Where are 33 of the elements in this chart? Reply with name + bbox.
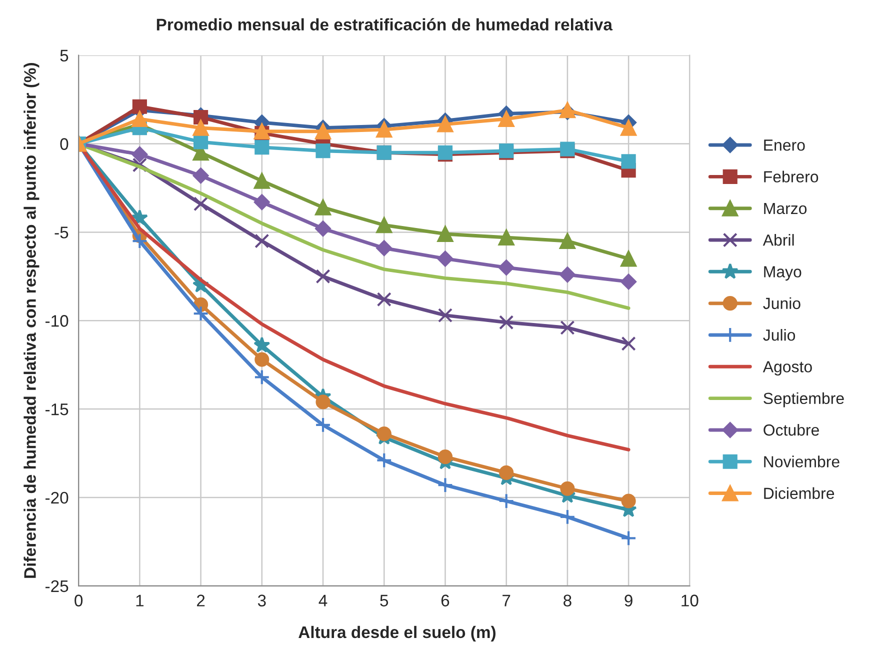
- legend-label: Abril: [762, 234, 794, 246]
- x-tick-label: 8: [564, 594, 572, 606]
- legend-label: Octubre: [764, 424, 819, 436]
- legend-label: Diciembre: [764, 487, 834, 500]
- x-tick-label: 3: [258, 594, 266, 606]
- y-tick-label: -15: [46, 404, 68, 416]
- y-tick-label: 0: [60, 138, 68, 150]
- legend-label: Agosto: [762, 361, 812, 376]
- y-axis-title: Diferencia de humedad relativa con respecto al punto inferior (%): [24, 63, 40, 578]
- legend-label: Septiembre: [764, 392, 844, 408]
- x-tick-label: 2: [196, 594, 205, 606]
- x-tick-label: 0: [74, 594, 83, 606]
- x-tick-label: 9: [624, 594, 632, 606]
- x-tick-label: 1: [136, 594, 144, 606]
- x-tick-label: 4: [318, 594, 328, 606]
- y-tick-label: 5: [60, 50, 68, 62]
- legend-label: Junio: [763, 297, 800, 310]
- y-tick-label: -10: [46, 315, 68, 327]
- x-tick-label: 7: [502, 594, 510, 606]
- x-axis-title: Altura desde el suelo (m): [298, 626, 496, 642]
- y-tick-label: -25: [46, 580, 68, 592]
- legend-label: Mayo: [764, 266, 802, 281]
- x-tick-label: 10: [682, 594, 698, 606]
- legend-label: Noviembre: [764, 456, 840, 468]
- legend-label: Julio: [763, 329, 796, 341]
- x-tick-label: 6: [441, 594, 450, 606]
- y-tick-label: -5: [54, 226, 68, 238]
- legend-label: Enero: [764, 140, 805, 151]
- x-tick-label: 5: [380, 594, 388, 606]
- legend-label: Febrero: [764, 170, 818, 182]
- y-tick-label: -20: [46, 492, 68, 504]
- chart-title: Promedio mensual de estratificación de humedad relativa: [156, 18, 613, 30]
- legend-label: Marzo: [764, 202, 807, 214]
